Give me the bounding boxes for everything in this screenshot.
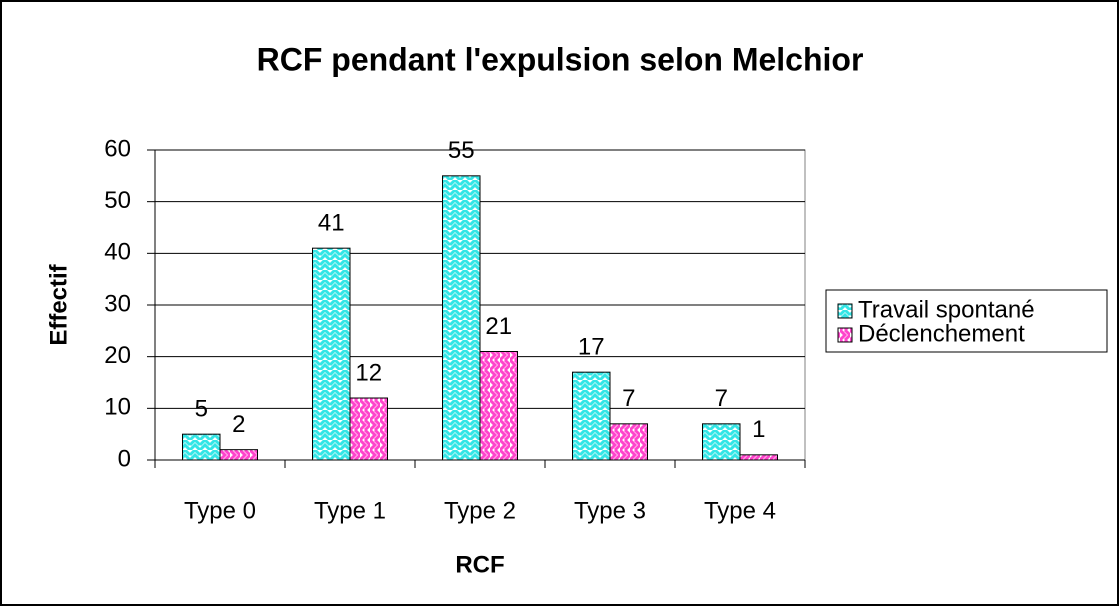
y-tick-label: 50 xyxy=(104,187,131,214)
bar xyxy=(312,247,351,461)
x-tick-label: Type 2 xyxy=(444,497,516,524)
data-label: 55 xyxy=(448,137,475,164)
x-tick-label: Type 3 xyxy=(574,497,646,524)
x-axis-label: RCF xyxy=(455,551,504,578)
legend-box xyxy=(825,289,1108,353)
bar xyxy=(739,454,778,461)
chart-title: RCF pendant l'expulsion selon Melchior xyxy=(257,41,864,77)
data-label: 2 xyxy=(232,411,245,438)
legend-swatch xyxy=(837,327,853,343)
bar xyxy=(349,397,388,461)
legend-swatch xyxy=(837,303,853,319)
bar xyxy=(479,351,518,461)
y-tick-label: 20 xyxy=(104,342,131,369)
data-label: 17 xyxy=(578,334,605,361)
bar xyxy=(572,371,611,461)
data-label: 21 xyxy=(485,313,512,340)
bar xyxy=(219,449,258,461)
data-label: 7 xyxy=(622,385,635,412)
x-tick-label: Type 4 xyxy=(704,497,776,524)
data-label: 12 xyxy=(355,359,382,386)
y-tick-label: 30 xyxy=(104,290,131,317)
y-tick-label: 0 xyxy=(118,445,131,472)
x-tick-label: Type 1 xyxy=(314,497,386,524)
bar xyxy=(442,175,481,461)
bar xyxy=(609,423,648,461)
legend-label: Travail spontané xyxy=(858,296,1035,323)
data-label: 41 xyxy=(318,210,345,237)
data-label: 1 xyxy=(752,416,765,443)
legend-label: Déclenchement xyxy=(858,320,1025,347)
x-tick-label: Type 0 xyxy=(184,497,256,524)
y-axis-label: Effectif xyxy=(45,263,72,345)
y-tick-label: 10 xyxy=(104,394,131,421)
bar xyxy=(182,433,221,461)
y-tick-label: 40 xyxy=(104,239,131,266)
data-label: 7 xyxy=(715,385,728,412)
y-tick-label: 60 xyxy=(104,135,131,162)
data-label: 5 xyxy=(195,396,208,423)
bar xyxy=(702,423,741,461)
